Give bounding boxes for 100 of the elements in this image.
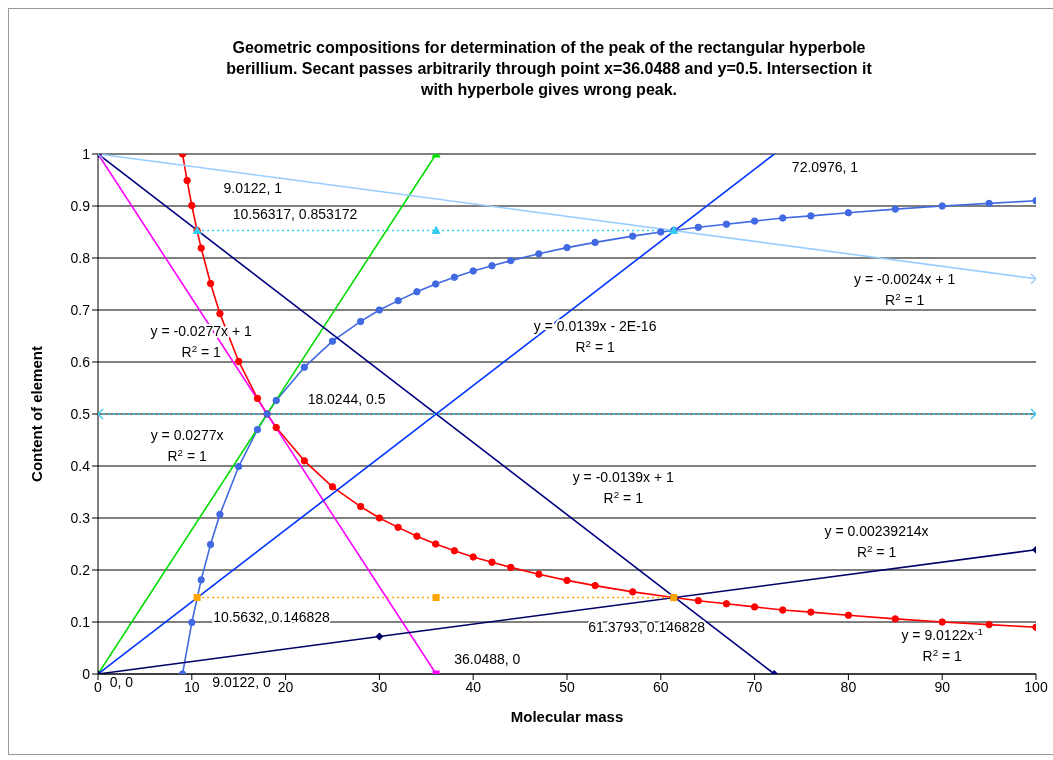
point [507,256,515,265]
x-tick-label: 50 [559,678,575,695]
y-tick-label: 0.9 [70,197,91,214]
x-tick-label: 100 [1024,678,1048,695]
point [193,594,201,602]
point [750,217,759,225]
point [413,532,421,540]
point [779,606,787,614]
point [375,514,384,522]
point [216,510,224,519]
point [300,363,309,371]
point [272,396,280,405]
annotation: 10.5632, 0.146828 [213,609,331,625]
annotation: 72.0976, 1 [791,159,859,176]
point [535,250,543,258]
point [413,288,421,296]
point [891,205,899,213]
point [431,225,441,234]
y-tick-label: 1 [82,145,91,162]
point [807,608,815,616]
y-tick-label: 0.6 [70,353,91,370]
point [844,611,853,619]
annotation: 9.0122, 0 [212,674,271,690]
point [722,600,731,608]
x-tick-label: 80 [840,678,857,695]
x-axis-title: Molecular mass [510,708,624,725]
annotation: y = -0.0139x + 1 R$^{2}$ = 1 [572,468,675,506]
x-tick-label: 30 [371,678,388,695]
annotation: 18.0244, 0.5 [307,390,386,407]
x-tick-label: 40 [465,678,482,695]
point [356,317,365,326]
point [300,457,309,465]
point [328,337,337,345]
point [235,462,243,471]
point [985,199,993,208]
x-tick-label: 10 [184,678,200,695]
y-tick-label: 0 [82,665,91,682]
point [394,523,402,532]
point [591,238,599,247]
annotation: 61.3793, 0.146828 [588,619,706,636]
point [375,306,384,314]
point [722,220,731,228]
point [750,603,759,611]
point [253,394,262,403]
point [197,244,205,252]
point [563,243,571,252]
point [235,357,243,366]
point [844,209,853,217]
point [197,576,205,584]
point [938,202,946,210]
point [488,262,496,270]
annotation: y = 0.00239214x R$^{2}$ = 1 [824,523,929,561]
point [694,223,703,232]
point [563,576,571,585]
annotation: 9.0122, 1 [223,180,283,196]
point [450,547,459,555]
point [356,502,365,511]
point [206,279,215,288]
x-tick-label: 20 [277,678,294,695]
annotation: y = 0.0277x R$^{2}$ = 1 [150,427,224,464]
annotation: 10.56317, 0.853172 [232,206,358,222]
point [628,232,637,240]
point [535,570,543,578]
point [206,540,215,549]
y-axis-title: Content of element [28,346,46,482]
y-tick-label: 0.8 [70,249,91,266]
point [188,201,196,210]
y-tick-label: 0.4 [70,457,91,474]
y-tick-label: 0.3 [70,509,91,526]
chart-title: Geometric compositions for determination of the peak of the rectangular hyperbole berillium. Secant passes arbitrarily through point x=36.0488 and y=0.5. Intersection it with hyperbole gives wrong peak. [225,38,873,100]
y-tick-label: 0.5 [70,405,91,422]
point [394,296,402,305]
point [253,425,262,434]
annotation: 0, 0 [109,674,134,690]
point [657,228,665,236]
point [431,280,440,288]
point [938,618,946,626]
point [188,618,196,627]
point [450,273,459,281]
point [431,540,440,548]
annotation: y = -0.0024x + 1 R$^{2}$ = 1 [854,271,956,308]
point [216,309,224,318]
point [469,553,477,561]
point [469,267,477,275]
point [507,563,515,572]
x-tick-label: 60 [653,678,669,695]
point [985,620,993,629]
point [694,596,703,605]
y-tick-label: 0.2 [70,561,91,578]
x-tick-label: 70 [746,678,763,695]
y-tick-label: 0.7 [70,301,91,318]
y-tick-label: 0.1 [70,613,91,630]
point [488,558,496,566]
point [628,588,637,596]
point [432,594,440,602]
point [328,483,337,491]
x-tick-label: 0 [94,678,103,695]
point [272,423,280,432]
point [183,176,191,185]
point [891,615,899,623]
